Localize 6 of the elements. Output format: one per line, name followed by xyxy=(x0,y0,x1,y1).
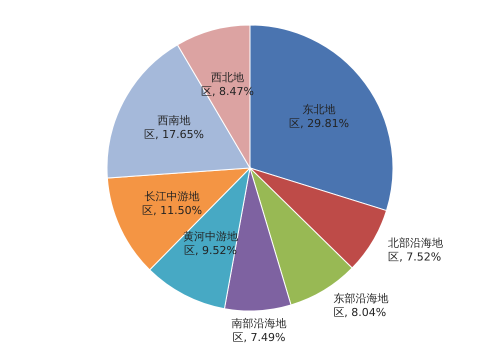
slice-label: 长江中游地区, 11.50% xyxy=(142,190,202,217)
slice-label: 东部沿海地区, 8.04% xyxy=(333,292,388,319)
slice-label: 北部沿海地区, 7.52% xyxy=(388,236,444,264)
slice-label: 南部沿海地区, 7.49% xyxy=(231,316,286,344)
slice-label: 东北地区, 29.81% xyxy=(289,103,350,130)
slice-label: 西南地区, 17.65% xyxy=(144,114,204,142)
